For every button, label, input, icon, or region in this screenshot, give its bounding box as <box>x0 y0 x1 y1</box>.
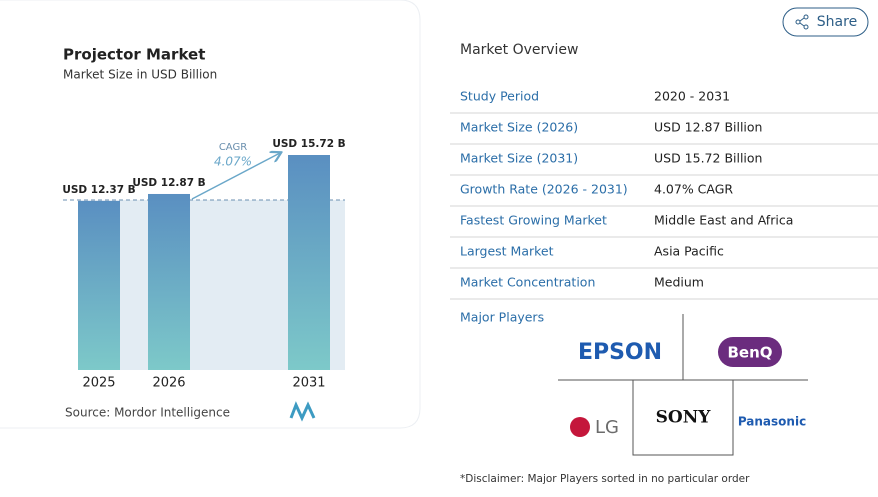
share-button[interactable]: Share <box>782 7 869 37</box>
player-logo: Panasonic <box>738 415 806 429</box>
bar <box>148 193 190 370</box>
row-value: 2020 - 2031 <box>654 89 730 104</box>
x-tick-label: 2031 <box>292 376 325 391</box>
row-label: Largest Market <box>460 244 554 259</box>
data-label: USD 15.72 B <box>272 138 345 150</box>
row-label: Fastest Growing Market <box>460 213 607 228</box>
cagr-label: CAGR <box>219 142 247 153</box>
row-value: Medium <box>654 275 704 290</box>
chart-title: Projector Market <box>63 46 205 64</box>
chart-subtitle: Market Size in USD Billion <box>63 68 217 82</box>
brand-logo <box>289 401 316 422</box>
players-title: Major Players <box>460 310 544 325</box>
bar <box>78 200 120 370</box>
source: Source: Mordor Intelligence <box>65 406 230 420</box>
row-label: Growth Rate (2026 - 2031) <box>460 182 628 197</box>
x-tick-label: 2025 <box>82 376 115 391</box>
overview-title: Market Overview <box>460 42 579 58</box>
row-value: USD 12.87 Billion <box>654 120 762 135</box>
player-logo: EPSON <box>578 340 662 365</box>
logo-badge <box>570 417 590 437</box>
row-label: Market Size (2026) <box>460 120 578 135</box>
x-tick-label: 2026 <box>152 376 185 391</box>
row-value: Asia Pacific <box>654 244 724 259</box>
player-logo: BenQ <box>727 344 772 362</box>
cagr-arrow <box>191 153 280 200</box>
player-logo: LG <box>595 417 619 438</box>
row-value: Middle East and Africa <box>654 213 793 228</box>
row-label: Market Size (2031) <box>460 151 578 166</box>
data-label: USD 12.37 B <box>62 184 135 196</box>
disclaimer: *Disclaimer: Major Players sorted in no … <box>460 473 750 485</box>
cagr-value: 4.07% <box>214 155 252 169</box>
logo-badge <box>718 337 782 367</box>
data-label: USD 12.87 B <box>132 177 205 189</box>
players-grid <box>558 314 808 456</box>
row-value: USD 15.72 Billion <box>654 151 762 166</box>
overview-table: Study Period 2020 - 2031 Market Size (2026… <box>450 89 878 300</box>
row-value: 4.07% CAGR <box>654 182 733 197</box>
row-label: Study Period <box>460 89 539 104</box>
player-logo: SONY <box>656 408 712 428</box>
row-label: Market Concentration <box>460 275 595 290</box>
share-label[interactable]: Share <box>817 14 857 30</box>
bar <box>288 155 330 370</box>
bars: USD 12.37 B 2025 USD 12.87 B 2026 USD 15.72 … <box>62 138 345 391</box>
